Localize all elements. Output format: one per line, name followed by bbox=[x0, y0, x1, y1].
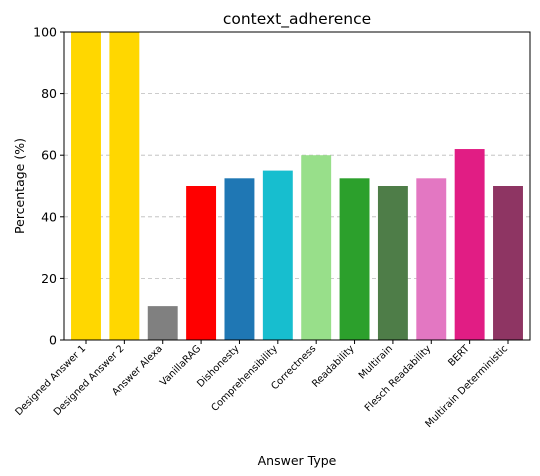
bar bbox=[454, 149, 485, 340]
x-tick-label: Multirain bbox=[357, 343, 395, 381]
x-axis-label: Answer Type bbox=[258, 453, 337, 468]
y-tick-label: 80 bbox=[41, 86, 57, 101]
bar bbox=[147, 306, 178, 340]
plot-frame bbox=[63, 31, 531, 341]
bar bbox=[377, 186, 408, 340]
gridlines bbox=[64, 93, 530, 279]
y-tick-label: 0 bbox=[49, 333, 57, 348]
y-tick-label: 100 bbox=[33, 25, 57, 40]
y-tick-label: 60 bbox=[41, 148, 57, 163]
bar bbox=[186, 186, 217, 340]
x-tick-label: Flesch Readability bbox=[363, 343, 434, 414]
bar bbox=[416, 178, 447, 340]
x-tick-label: BERT bbox=[446, 343, 472, 369]
bar bbox=[109, 32, 140, 340]
bar bbox=[262, 170, 293, 340]
bar bbox=[71, 32, 101, 340]
y-axis-label: Percentage (%) bbox=[12, 138, 27, 234]
bar bbox=[339, 178, 370, 340]
x-tick-label: Designed Answer 2 bbox=[52, 343, 127, 418]
bars bbox=[71, 32, 523, 340]
y-axis: 0 20 40 60 80 100 bbox=[33, 25, 64, 348]
y-tick-label: 40 bbox=[41, 209, 57, 224]
chart-title: context_adherence bbox=[223, 10, 371, 29]
x-tick-label: Multirain Deterministic bbox=[423, 343, 510, 430]
bar bbox=[224, 178, 255, 340]
x-tick-label: Comprehensibility bbox=[209, 343, 280, 414]
bar bbox=[301, 155, 332, 340]
y-tick-label: 20 bbox=[41, 271, 57, 286]
x-tick-label: Designed Answer 1 bbox=[13, 343, 88, 418]
bar bbox=[493, 186, 523, 340]
